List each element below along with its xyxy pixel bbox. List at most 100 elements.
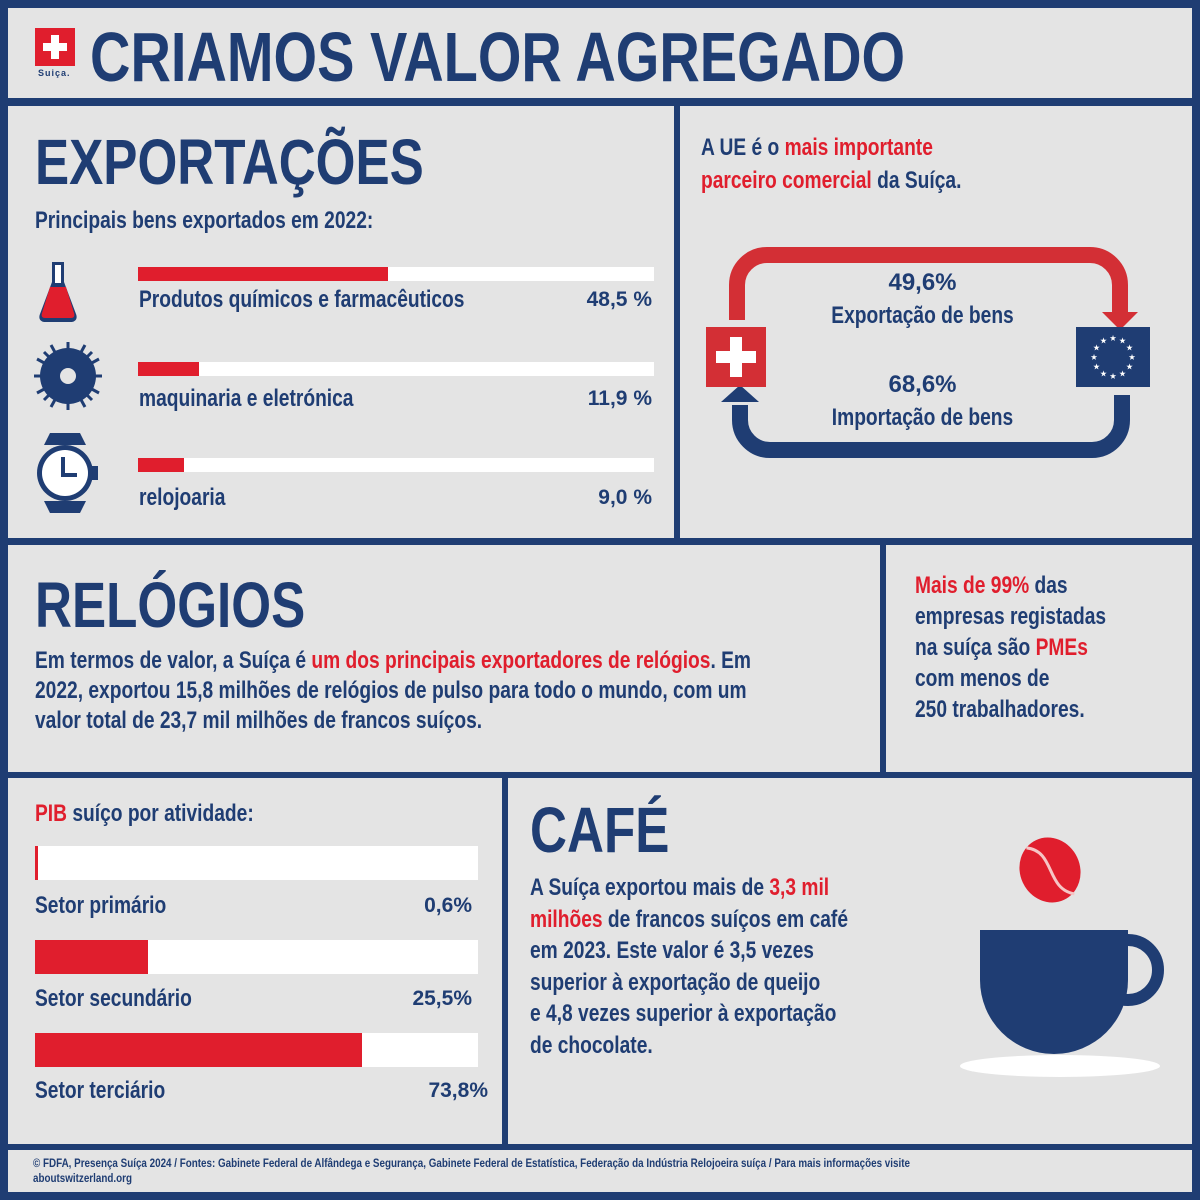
- export-share: 49,6% Exportação de bens: [800, 266, 1045, 332]
- export-value: 49,6%: [888, 269, 957, 296]
- export-bar-track: [138, 458, 654, 472]
- swiss-flag-icon: [706, 327, 766, 387]
- eu-star-icon: ★: [1129, 354, 1136, 362]
- export-bar-track: [138, 362, 654, 376]
- gear-icon: [34, 342, 102, 410]
- gdp-bar-fill: [35, 1033, 362, 1067]
- export-bar-fill: [138, 267, 389, 281]
- gdp-bar-track: [35, 846, 478, 880]
- watches-panel: RELÓGIOS Em termos de valor, a Suíça é u…: [8, 545, 880, 772]
- text: Em termos de valor, a Suíça é: [35, 647, 312, 674]
- exports-subtitle: Principais bens exportados em 2022:: [35, 207, 374, 234]
- text: da Suíça.: [871, 167, 962, 194]
- import-label: Importação de bens: [831, 404, 1014, 431]
- coffee-bean-icon: [1019, 837, 1081, 903]
- gdp-value: 73,8%: [428, 1079, 488, 1102]
- export-arrow: [729, 247, 1128, 320]
- text: empresas registadas: [915, 603, 1107, 630]
- export-label: Produtos químicos e farmacêuticos: [139, 286, 465, 313]
- export-value: 48,5 %: [586, 288, 652, 311]
- highlight: 3,3 mil: [769, 874, 830, 901]
- highlight: milhões: [530, 905, 603, 933]
- coffee-cup-icon: [960, 837, 1164, 1077]
- gdp-label: Setor terciário: [35, 1077, 166, 1104]
- text: de chocolate.: [530, 1031, 653, 1059]
- import-arrow: [732, 395, 1130, 458]
- export-label: relojoaria: [139, 484, 226, 511]
- sme-panel: Mais de 99% das empresas registadas na s…: [886, 545, 1192, 772]
- gdp-value: 25,5%: [412, 987, 472, 1010]
- highlight: PMEs: [1035, 634, 1088, 661]
- gdp-label: Setor primário: [35, 892, 167, 919]
- highlight: parceiro comercial: [701, 167, 872, 194]
- website-link[interactable]: aboutswitzerland.org: [33, 1171, 132, 1185]
- export-value: 11,9 %: [587, 387, 652, 410]
- gdp-label: Setor secundário: [35, 985, 192, 1012]
- gdp-value: 0,6%: [424, 894, 472, 917]
- eu-text-line2: parceiro comercial da Suíça.: [701, 165, 961, 196]
- text: em 2023. Este valor é 3,5 vezes: [530, 937, 814, 964]
- import-value: 68,6%: [888, 371, 957, 398]
- gdp-bar-track: [35, 1033, 478, 1067]
- text: A UE é o: [701, 134, 785, 161]
- header: Suiça. CRIAMOS VALOR AGREGADO: [8, 8, 1192, 98]
- text: 2022, exportou 15,8 milhões de relógios …: [35, 677, 747, 704]
- import-share: 68,6% Importação de bens: [800, 368, 1045, 434]
- export-bar-track: [138, 267, 654, 281]
- page-title: CRIAMOS VALOR AGREGADO: [90, 18, 906, 96]
- gdp-bar-fill: [35, 846, 38, 880]
- exports-panel: EXPORTAÇÕES Principais bens exportados e…: [8, 106, 674, 538]
- watches-title: RELÓGIOS: [35, 569, 306, 641]
- eu-star-icon: ★: [1126, 363, 1133, 371]
- text: A Suíça exportou mais de: [530, 874, 770, 901]
- highlight: Mais de 99%: [915, 572, 1030, 599]
- flask-icon: [39, 262, 77, 322]
- eu-star-icon: ★: [1091, 354, 1098, 362]
- trade-diagram: ★ ★★★★★★★★★★★: [706, 247, 1150, 458]
- eu-star-icon: ★: [1110, 373, 1117, 381]
- text: na suíça são: [915, 634, 1036, 661]
- text: suíço por atividade:: [67, 800, 254, 827]
- text: superior à exportação de queijo: [530, 968, 821, 996]
- watches-paragraph: Em termos de valor, a Suíça é um dos pri…: [35, 646, 751, 736]
- export-label: maquinaria e eletrónica: [139, 385, 354, 412]
- eu-star-icon: ★: [1093, 344, 1100, 352]
- text: com menos de: [915, 665, 1050, 692]
- eu-star-icon: ★: [1093, 363, 1100, 371]
- export-label: Exportação de bens: [831, 302, 1014, 329]
- coffee-panel: CAFÉ A Suíça exportou mais de 3,3 mil mi…: [508, 778, 1192, 1144]
- swiss-logo: [35, 28, 75, 66]
- text: de francos suíços em café: [602, 905, 848, 933]
- sme-text: Mais de 99% das empresas registadas na s…: [915, 570, 1106, 725]
- text: valor total de 23,7 mil milhões de franc…: [35, 707, 483, 734]
- watch-icon: [37, 433, 98, 513]
- eu-star-icon: ★: [1100, 337, 1107, 345]
- coffee-title: CAFÉ: [530, 794, 670, 866]
- export-value: 9,0 %: [598, 486, 652, 509]
- text: 250 trabalhadores.: [915, 696, 1085, 723]
- text: . Em: [710, 647, 751, 674]
- eu-star-icon: ★: [1100, 370, 1107, 378]
- export-bar-fill: [138, 362, 200, 376]
- gdp-title: PIB suíço por atividade:: [35, 798, 254, 829]
- gdp-bar-fill: [35, 940, 148, 974]
- eu-text-line1: A UE é o mais importante: [701, 132, 933, 163]
- eu-flag-icon: ★ ★★★★★★★★★★★: [1076, 327, 1150, 387]
- eu-star-icon: ★: [1119, 337, 1126, 345]
- eu-panel: A UE é o mais importante parceiro comerc…: [680, 106, 1192, 538]
- coffee-paragraph: A Suíça exportou mais de 3,3 mil milhões…: [530, 872, 848, 1061]
- eu-star-icon: ★: [1110, 335, 1117, 343]
- eu-star-icon: ★: [1126, 344, 1133, 352]
- eu-star-icon: ★: [1119, 370, 1126, 378]
- highlight: PIB: [35, 800, 68, 827]
- highlight: um dos principais exportadores de relógi…: [311, 647, 711, 674]
- export-bar-fill: [138, 458, 185, 472]
- footer-text: © FDFA, Presença Suíça 2024 / Fontes: Ga…: [33, 1156, 910, 1186]
- gdp-bar-track: [35, 940, 478, 974]
- logo-text: Suiça.: [38, 68, 71, 78]
- text: das: [1029, 572, 1068, 599]
- highlight: mais importante: [784, 134, 933, 161]
- gdp-panel: PIB suíço por atividade: Setor primário …: [8, 778, 502, 1144]
- exports-title: EXPORTAÇÕES: [35, 126, 424, 198]
- text: e 4,8 vezes superior à exportação: [530, 1000, 837, 1027]
